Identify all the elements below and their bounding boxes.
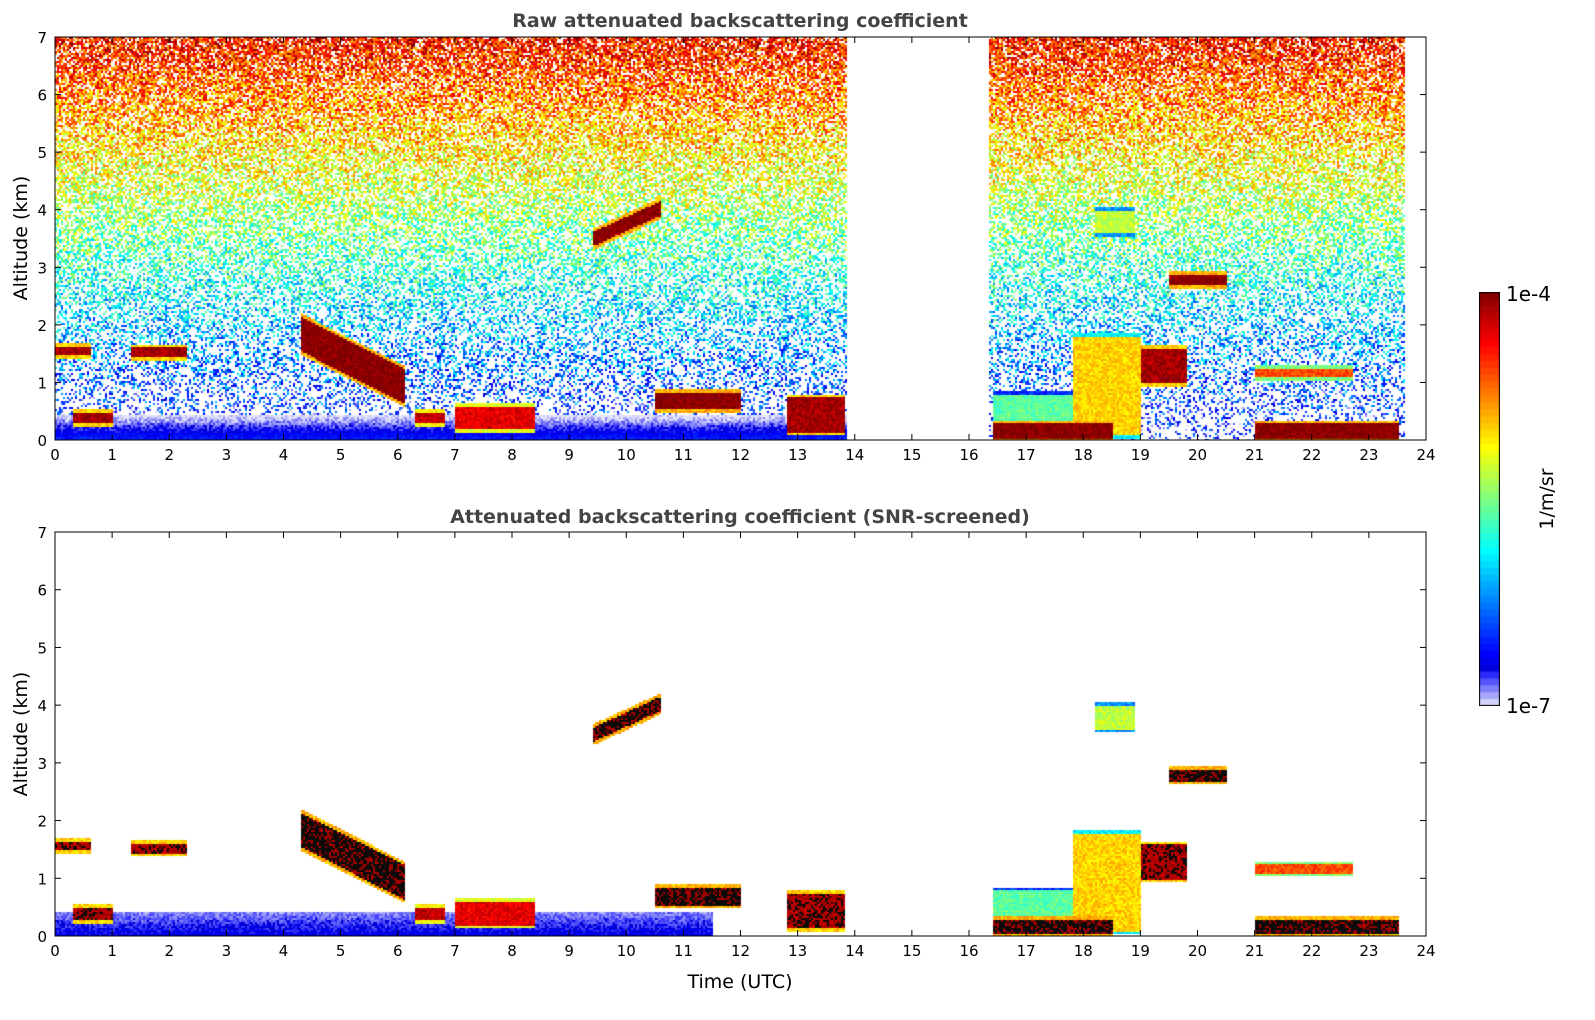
x-tick-label: 3 <box>222 446 232 464</box>
y-tick-label: 7 <box>37 524 47 542</box>
x-tick-label: 17 <box>1017 942 1036 960</box>
y-tick-label: 3 <box>37 755 47 773</box>
y-tick-label: 7 <box>37 29 47 47</box>
y-tick-label: 4 <box>37 697 47 715</box>
axes-frame <box>54 531 1427 937</box>
x-tick-label: 14 <box>845 942 864 960</box>
x-tick-label: 23 <box>1359 446 1378 464</box>
x-tick-label: 21 <box>1245 942 1264 960</box>
y-tick-label: 6 <box>37 582 47 600</box>
x-tick-label: 24 <box>1416 446 1435 464</box>
x-tick-label: 8 <box>507 446 517 464</box>
x-tick-label: 15 <box>902 942 921 960</box>
xlabel: Time (UTC) <box>686 971 792 993</box>
x-tick-label: 0 <box>50 446 60 464</box>
x-tick-label: 11 <box>674 942 693 960</box>
x-tick-label: 8 <box>507 942 517 960</box>
x-tick-label: 11 <box>674 446 693 464</box>
x-tick-label: 3 <box>222 942 232 960</box>
raw-backscatter-heatmap <box>55 37 1426 440</box>
x-tick-label: 19 <box>1131 446 1150 464</box>
x-tick-label: 16 <box>959 446 978 464</box>
colorbar-label: 1/m/sr <box>1536 468 1558 529</box>
x-tick-label: 13 <box>788 942 807 960</box>
x-tick-label: 18 <box>1074 942 1093 960</box>
x-tick-label: 4 <box>279 942 289 960</box>
y-tick-label: 1 <box>37 374 47 392</box>
x-tick-label: 2 <box>164 942 174 960</box>
x-tick-label: 2 <box>164 446 174 464</box>
x-tick-label: 12 <box>731 446 750 464</box>
x-tick-label: 5 <box>336 446 346 464</box>
x-tick-label: 15 <box>902 446 921 464</box>
x-tick-label: 24 <box>1416 942 1435 960</box>
x-tick-label: 18 <box>1074 446 1093 464</box>
x-tick-label: 9 <box>564 446 574 464</box>
x-tick-label: 13 <box>788 446 807 464</box>
y-tick-label: 3 <box>37 259 47 277</box>
x-tick-label: 1 <box>107 446 117 464</box>
x-tick-label: 19 <box>1131 942 1150 960</box>
x-tick-label: 0 <box>50 942 60 960</box>
colorbar-min-label: 1e-7 <box>1506 694 1551 718</box>
ylabel-screened: Altitude (km) <box>10 672 32 797</box>
x-tick-label: 4 <box>279 446 289 464</box>
x-tick-label: 10 <box>617 942 636 960</box>
y-tick-label: 0 <box>37 928 47 946</box>
x-tick-label: 7 <box>450 942 460 960</box>
x-tick-label: 22 <box>1302 446 1321 464</box>
x-tick-label: 5 <box>336 942 346 960</box>
x-tick-label: 23 <box>1359 942 1378 960</box>
axes-frame <box>54 36 1427 441</box>
x-tick-label: 21 <box>1245 446 1264 464</box>
y-tick-label: 2 <box>37 317 47 335</box>
x-tick-label: 14 <box>845 446 864 464</box>
x-tick-label: 1 <box>107 942 117 960</box>
colorbar-max-label: 1e-4 <box>1506 282 1551 306</box>
y-tick-label: 5 <box>37 144 47 162</box>
y-tick-label: 6 <box>37 87 47 105</box>
title-screened: Attenuated backscattering coefficient (S… <box>450 506 1030 528</box>
x-tick-label: 16 <box>959 942 978 960</box>
x-tick-label: 7 <box>450 446 460 464</box>
y-tick-label: 2 <box>37 813 47 831</box>
x-tick-label: 22 <box>1302 942 1321 960</box>
ylabel-raw: Altitude (km) <box>10 176 32 301</box>
x-tick-label: 20 <box>1188 446 1207 464</box>
colorbar <box>1479 292 1500 706</box>
x-tick-label: 6 <box>393 942 403 960</box>
y-tick-label: 4 <box>37 202 47 220</box>
x-tick-label: 12 <box>731 942 750 960</box>
y-tick-label: 0 <box>37 432 47 450</box>
x-tick-label: 10 <box>617 446 636 464</box>
title-raw: Raw attenuated backscattering coefficien… <box>512 10 968 32</box>
x-tick-label: 17 <box>1017 446 1036 464</box>
x-tick-label: 6 <box>393 446 403 464</box>
x-tick-label: 20 <box>1188 942 1207 960</box>
y-tick-label: 5 <box>37 639 47 657</box>
x-tick-label: 9 <box>564 942 574 960</box>
y-tick-label: 1 <box>37 870 47 888</box>
screened-backscatter-heatmap <box>55 532 1426 936</box>
